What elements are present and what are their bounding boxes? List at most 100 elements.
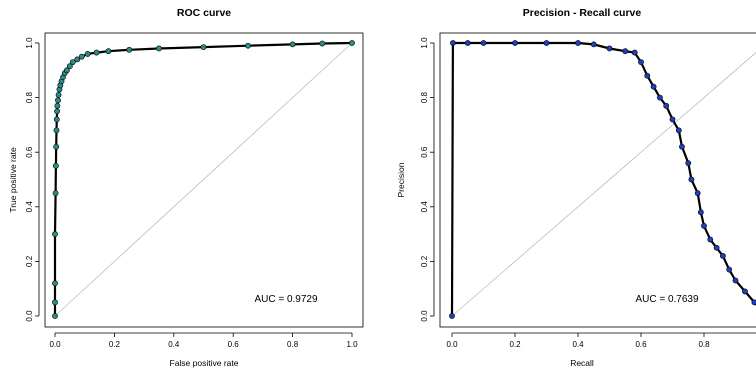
y-tick-label: 0.8	[25, 91, 34, 103]
data-point	[694, 190, 701, 197]
data-point	[55, 97, 61, 104]
diagonal-reference-line	[451, 52, 756, 317]
y-tick-label: 1.0	[420, 37, 429, 49]
data-point	[53, 116, 60, 123]
data-point	[53, 127, 60, 134]
data-point	[52, 162, 59, 169]
data-point	[53, 143, 60, 150]
data-point	[732, 277, 739, 284]
y-tick-label: 0.4	[420, 201, 429, 213]
data-point	[52, 280, 58, 287]
data-point	[512, 40, 518, 46]
plot-area	[52, 40, 355, 319]
plot-frame	[439, 32, 756, 328]
x-tick-label: 0.6	[228, 340, 240, 349]
data-point	[126, 46, 133, 53]
roc-panel: ROC curve False positive rate True positiv…	[8, 7, 364, 368]
data-point	[55, 91, 62, 98]
x-axis-label: Recall	[570, 358, 594, 368]
chart-title: Precision - Recall curve	[523, 7, 642, 19]
data-point	[688, 176, 695, 183]
chart-title: ROC curve	[177, 7, 231, 19]
y-tick-label: 0.0	[25, 310, 34, 322]
x-tick-label: 0.4	[572, 340, 584, 349]
data-point	[480, 40, 487, 46]
auc-annotation: AUC = 0.7639	[635, 294, 699, 305]
x-tick-label: 0.2	[109, 340, 121, 349]
x-tick-label: 0.2	[509, 340, 521, 349]
y-tick-label: 0.6	[420, 146, 429, 158]
x-tick-label: 0.8	[698, 340, 710, 349]
y-tick-label: 0.0	[420, 310, 429, 322]
data-point	[575, 40, 581, 46]
x-tick-label: 0.0	[446, 340, 458, 349]
data-point	[669, 116, 676, 123]
data-point	[52, 231, 58, 237]
data-point	[631, 49, 638, 56]
data-point	[289, 41, 296, 48]
data-point	[657, 94, 663, 101]
y-axis-label: Precision	[396, 162, 406, 197]
data-point	[52, 313, 58, 319]
data-point	[622, 48, 629, 55]
data-point	[54, 102, 61, 109]
data-point	[464, 40, 471, 46]
y-tick-label: 0.2	[420, 255, 429, 267]
diagonal-reference-line	[54, 42, 353, 317]
data-point	[742, 288, 748, 295]
data-point	[74, 56, 81, 63]
data-point	[450, 40, 456, 46]
y-tick-label: 1.0	[25, 37, 34, 49]
data-point	[245, 42, 251, 49]
plot-area	[449, 40, 756, 319]
data-point	[720, 253, 726, 259]
data-point	[63, 67, 70, 74]
y-tick-label: 0.8	[420, 91, 429, 103]
data-point	[663, 102, 670, 109]
auc-annotation: AUC = 0.9729	[254, 294, 318, 305]
data-point	[685, 160, 692, 167]
x-tick-label: 0.8	[287, 340, 299, 349]
data-point	[84, 51, 91, 57]
data-point	[543, 40, 550, 46]
data-point	[644, 72, 651, 79]
data-point	[713, 244, 720, 251]
data-point	[78, 53, 85, 60]
y-axis-label: True positive rate	[8, 147, 18, 213]
data-point	[52, 190, 59, 197]
data-point	[200, 44, 207, 50]
data-point	[93, 49, 100, 56]
curve-line	[450, 41, 756, 317]
y-tick-label: 0.4	[25, 201, 34, 213]
data-point	[590, 41, 597, 48]
y-tick-label: 0.6	[25, 146, 34, 158]
data-point	[449, 313, 455, 319]
data-point	[105, 48, 112, 55]
data-point	[54, 108, 60, 115]
data-point	[707, 236, 714, 243]
data-point	[697, 209, 704, 216]
data-point	[606, 45, 613, 52]
x-tick-label: 0.6	[635, 340, 647, 349]
data-point	[349, 40, 355, 46]
data-point	[679, 143, 685, 150]
x-tick-label: 1.0	[346, 340, 358, 349]
data-point	[69, 59, 76, 66]
data-point	[650, 83, 657, 90]
data-point	[156, 45, 162, 52]
data-point	[66, 63, 73, 70]
plot-frame	[44, 32, 364, 328]
x-tick-label: 0.0	[49, 340, 61, 349]
x-axis-label: False positive rate	[170, 358, 239, 368]
data-point	[52, 299, 58, 306]
x-tick-label: 0.4	[168, 340, 180, 349]
data-point	[701, 223, 707, 229]
data-point	[638, 59, 644, 66]
precision-recall-panel: Precision - Recall curve Recall Precision 0…	[396, 7, 756, 368]
y-tick-label: 0.2	[25, 255, 34, 267]
data-point	[319, 40, 326, 47]
data-point	[726, 266, 733, 273]
data-point	[675, 127, 682, 134]
data-point	[751, 299, 756, 306]
